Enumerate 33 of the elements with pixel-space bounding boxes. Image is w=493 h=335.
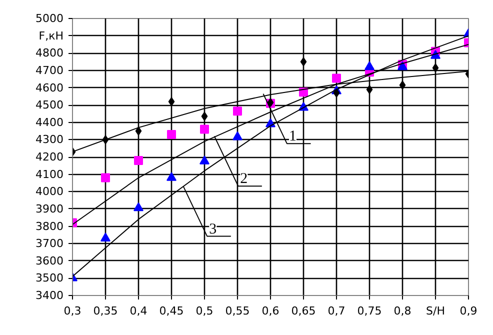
x-tick-label: 0,8 xyxy=(394,304,412,318)
y-tick-label: 4500 xyxy=(36,98,64,112)
x-axis-title: S/H xyxy=(426,304,445,318)
x-tick-label: 0,7 xyxy=(328,304,346,318)
y-tick-label: 4700 xyxy=(36,64,64,77)
y-tick-label: 4400 xyxy=(36,116,64,129)
x-tick-label: 0,5 xyxy=(196,304,214,318)
y-tick-label: 3500 xyxy=(36,272,64,285)
x-tick-label: 0,65 xyxy=(291,304,316,318)
y-tick-label: 4800 xyxy=(36,46,64,60)
x-tick-label: 0,9 xyxy=(460,304,478,318)
x-tick-label: 0,45 xyxy=(159,304,184,318)
x-tick-label: 0,3 xyxy=(64,304,82,318)
y-tick-label: 3900 xyxy=(36,202,64,216)
y-tick-label: 5000 xyxy=(36,12,64,25)
x-tick-label: 0,75 xyxy=(357,304,382,318)
annotation: 2 xyxy=(240,171,248,188)
annotation: 3 xyxy=(209,221,217,238)
y-tick-label: 3600 xyxy=(36,254,64,268)
y-tick-label: 4100 xyxy=(36,168,64,181)
x-tick-label: 0,55 xyxy=(225,304,250,318)
annotation: 1 xyxy=(289,128,296,145)
y-tick-label: 4000 xyxy=(36,185,64,198)
x-tick-label: 0,6 xyxy=(262,304,280,318)
y-tick-label: 3700 xyxy=(36,237,64,250)
y-tick-label: 4200 xyxy=(36,150,64,164)
y-axis-title: F,кН xyxy=(38,29,64,42)
y-tick-label: 3400 xyxy=(36,289,64,302)
y-tick-label: 3800 xyxy=(36,220,64,233)
y-tick-label: 4600 xyxy=(36,81,64,94)
x-tick-label: 0,4 xyxy=(130,304,148,318)
y-tick-label: 4300 xyxy=(36,133,64,146)
x-tick-label: 0,35 xyxy=(93,304,118,318)
